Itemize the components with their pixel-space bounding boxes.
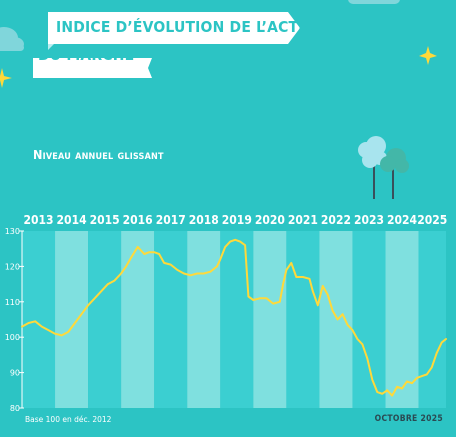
year-label-2019: 2019 (222, 213, 252, 227)
series (21, 238, 447, 397)
y-tick-label-80: 80 (10, 404, 20, 413)
year-label-2020: 2020 (255, 213, 285, 227)
cloud-icon (348, 0, 400, 4)
year-band-2017 (154, 231, 188, 408)
tree-icon (380, 148, 409, 199)
star-icon (0, 68, 12, 88)
series-line-0 (21, 238, 447, 397)
year-band-2014 (55, 231, 89, 408)
y-tick-label-130: 130 (5, 227, 20, 236)
title-line-2: DU MARCHÉ (38, 46, 135, 64)
tree-icon (358, 136, 387, 199)
year-band-2016 (121, 231, 155, 408)
year-band-2013 (22, 231, 56, 408)
title-line-1: INDICE D’ÉVOLUTION DE L’ACTIVITÉ (56, 18, 340, 36)
year-label-2017: 2017 (156, 213, 186, 227)
year-band-2015 (88, 231, 122, 408)
year-band-2025 (418, 231, 446, 408)
cloud-icon (0, 27, 24, 51)
y-tick-label-100: 100 (5, 333, 20, 342)
year-label-2022: 2022 (321, 213, 351, 227)
year-label-2023: 2023 (354, 213, 384, 227)
year-label-2014: 2014 (57, 213, 88, 227)
y-tick-label-120: 120 (5, 262, 20, 271)
title-banner (33, 12, 300, 78)
year-band-2024 (385, 231, 419, 408)
year-label-2024: 2024 (387, 213, 418, 227)
year-label-2018: 2018 (189, 213, 219, 227)
year-band-2019 (220, 231, 254, 408)
date-label: OCTOBRE 2025 (374, 414, 443, 424)
year-bands (22, 231, 446, 408)
year-label-2025: 2025 (417, 213, 447, 227)
year-band-2021 (286, 231, 320, 408)
chart-subtitle: Niveau annuel glissant (33, 147, 164, 162)
year-label-2016: 2016 (123, 213, 153, 227)
year-band-2018 (187, 231, 221, 408)
year-band-2020 (253, 231, 287, 408)
year-labels: 2013 2014 2015 2016 2017 2018 2019 2020 2021 2022… (24, 213, 448, 227)
year-band-2022 (319, 231, 353, 408)
year-label-2015: 2015 (90, 213, 120, 227)
year-label-2021: 2021 (288, 213, 318, 227)
y-tick-label-110: 110 (5, 298, 20, 307)
year-label-2013: 2013 (24, 213, 54, 227)
y-axis: 80 90 100 110 120 130 (5, 227, 24, 413)
footnote: Base 100 en déc. 2012 (25, 415, 112, 424)
star-icon (419, 46, 437, 65)
year-band-2023 (352, 231, 386, 408)
y-tick-label-90: 90 (10, 369, 20, 378)
